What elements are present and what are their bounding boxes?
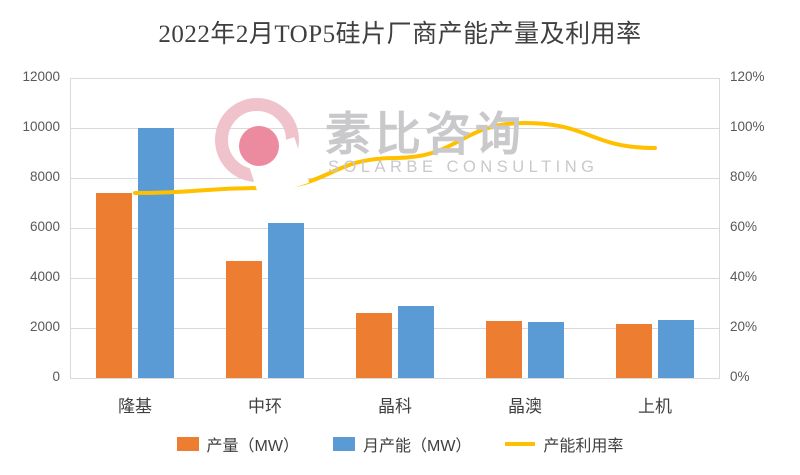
legend-item[interactable]: 产能利用率 xyxy=(505,432,623,456)
legend-color-swatch xyxy=(332,437,355,451)
y-axis-tick-label: 12000 xyxy=(22,69,60,84)
x-axis-tick-label: 晶科 xyxy=(378,397,412,416)
legend-item[interactable]: 产量（MW） xyxy=(176,432,299,456)
bar-隆基-月产能（MW） xyxy=(138,128,174,378)
plot-area xyxy=(70,78,720,379)
chart-title: 2022年2月TOP5硅片厂商产能产量及利用率 xyxy=(158,21,642,48)
bar-晶科-产量（MW） xyxy=(356,312,392,378)
line-series-overlay xyxy=(133,121,657,195)
y-axis-tick-label: 6000 xyxy=(29,219,60,234)
x-axis-tick-label: 上机 xyxy=(638,397,672,416)
bar-中环-产量（MW） xyxy=(226,261,262,378)
chart-legend: 产量（MW） 月产能（MW） 产能利用率 xyxy=(0,432,800,456)
legend-label: 产能利用率 xyxy=(543,438,624,455)
bar-晶科-月产能（MW） xyxy=(398,305,434,378)
y2-axis-tick-label: 0% xyxy=(730,369,750,384)
y-axis-tick-label: 2000 xyxy=(29,319,60,334)
bar-上机-产量（MW） xyxy=(616,324,652,378)
bar-中环-月产能（MW） xyxy=(268,222,304,378)
bar-晶澳-月产能（MW） xyxy=(528,321,564,378)
y-axis-tick-label: 10000 xyxy=(22,119,60,134)
y-axis-tick-label: 4000 xyxy=(29,269,60,284)
gridline xyxy=(70,378,720,379)
bar-上机-月产能（MW） xyxy=(658,319,694,378)
line-产能利用率 xyxy=(133,121,657,195)
legend-label: 月产能（MW） xyxy=(362,438,472,455)
gridline xyxy=(70,128,720,129)
gridline xyxy=(70,178,720,179)
gridline xyxy=(70,228,720,229)
y2-axis-tick-label: 100% xyxy=(730,119,765,134)
y-axis-tick-label: 0 xyxy=(52,369,60,384)
y2-axis-tick-label: 40% xyxy=(730,269,758,284)
y2-axis-tick-label: 60% xyxy=(730,219,758,234)
gridline xyxy=(70,78,720,79)
legend-item[interactable]: 月产能（MW） xyxy=(332,432,472,456)
x-axis-tick-label: 晶澳 xyxy=(508,397,542,416)
legend-color-swatch xyxy=(176,437,199,451)
y2-axis-tick-label: 80% xyxy=(730,169,758,184)
bar-晶澳-产量（MW） xyxy=(486,320,522,378)
bar-隆基-产量（MW） xyxy=(96,193,132,378)
y2-axis-tick-label: 20% xyxy=(730,319,758,334)
legend-line-swatch xyxy=(505,442,536,446)
x-axis-tick-label: 中环 xyxy=(248,397,282,416)
legend-label: 产量（MW） xyxy=(206,438,299,455)
gridline xyxy=(70,328,720,329)
y-axis-tick-label: 8000 xyxy=(29,169,60,184)
x-axis-tick-label: 隆基 xyxy=(118,397,152,416)
y2-axis-tick-label: 120% xyxy=(730,69,765,84)
gridline xyxy=(70,278,720,279)
